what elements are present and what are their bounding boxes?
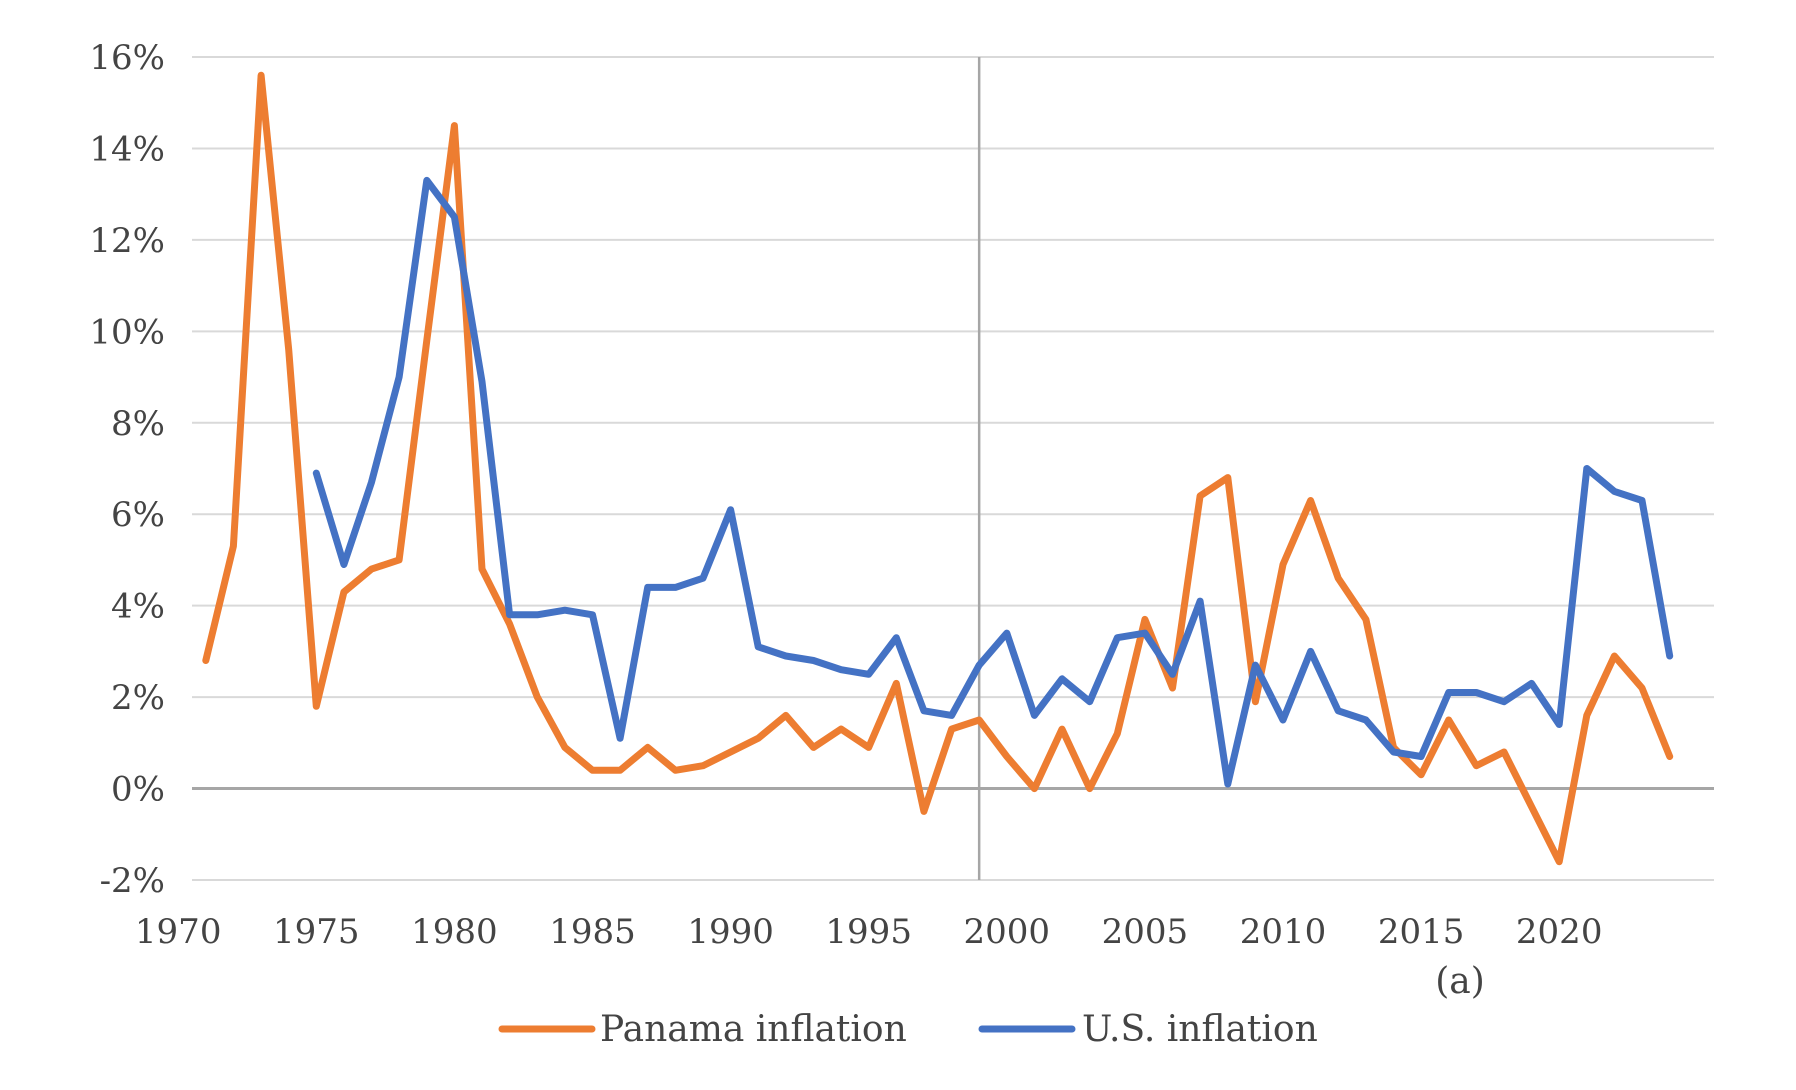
x-tick-label: 2015 [1378,912,1465,952]
y-axis-tick-labels: -2% 0% 2% 4% 6% 8% 10% 12% 14% 16% [89,38,165,901]
y-tick-label: 10% [89,312,165,352]
legend-label-us: U.S. inflation [1082,1009,1318,1050]
x-tick-label: 1975 [273,912,360,952]
x-tick-label: 2005 [1102,912,1189,952]
y-tick-label: 8% [111,404,165,444]
legend-label-panama: Panama inflation [600,1009,907,1050]
x-tick-label: 1990 [687,912,774,952]
y-tick-label: 2% [111,678,165,718]
series-line-panama [202,71,1674,866]
x-tick-label: 1995 [825,912,912,952]
x-tick-label: 1980 [411,912,498,952]
gridlines [192,56,1714,881]
x-axis-tick-labels: 1970 1975 1980 1985 1990 1995 2000 2005 2010 2015… [135,912,1603,952]
panel-annotation: (a) [1435,961,1485,1002]
legend: Panama inflation U.S. inflation [498,1009,1318,1050]
series-lines [202,71,1674,866]
legend-item-us: U.S. inflation [978,1009,1318,1050]
y-tick-label: 6% [111,495,165,535]
y-tick-label: 0% [111,770,165,810]
x-tick-label: 1985 [549,912,636,952]
y-tick-label: 4% [111,587,165,627]
x-tick-label: 1970 [135,912,222,952]
y-tick-label: 14% [89,129,165,169]
y-tick-label: 16% [89,38,165,78]
x-tick-label: 2000 [964,912,1051,952]
series-line-us [312,176,1674,788]
y-tick-label: -2% [100,861,165,901]
x-tick-label: 2020 [1516,912,1603,952]
y-tick-label: 12% [89,221,165,261]
legend-item-panama: Panama inflation [498,1009,907,1050]
x-tick-label: 2010 [1240,912,1327,952]
